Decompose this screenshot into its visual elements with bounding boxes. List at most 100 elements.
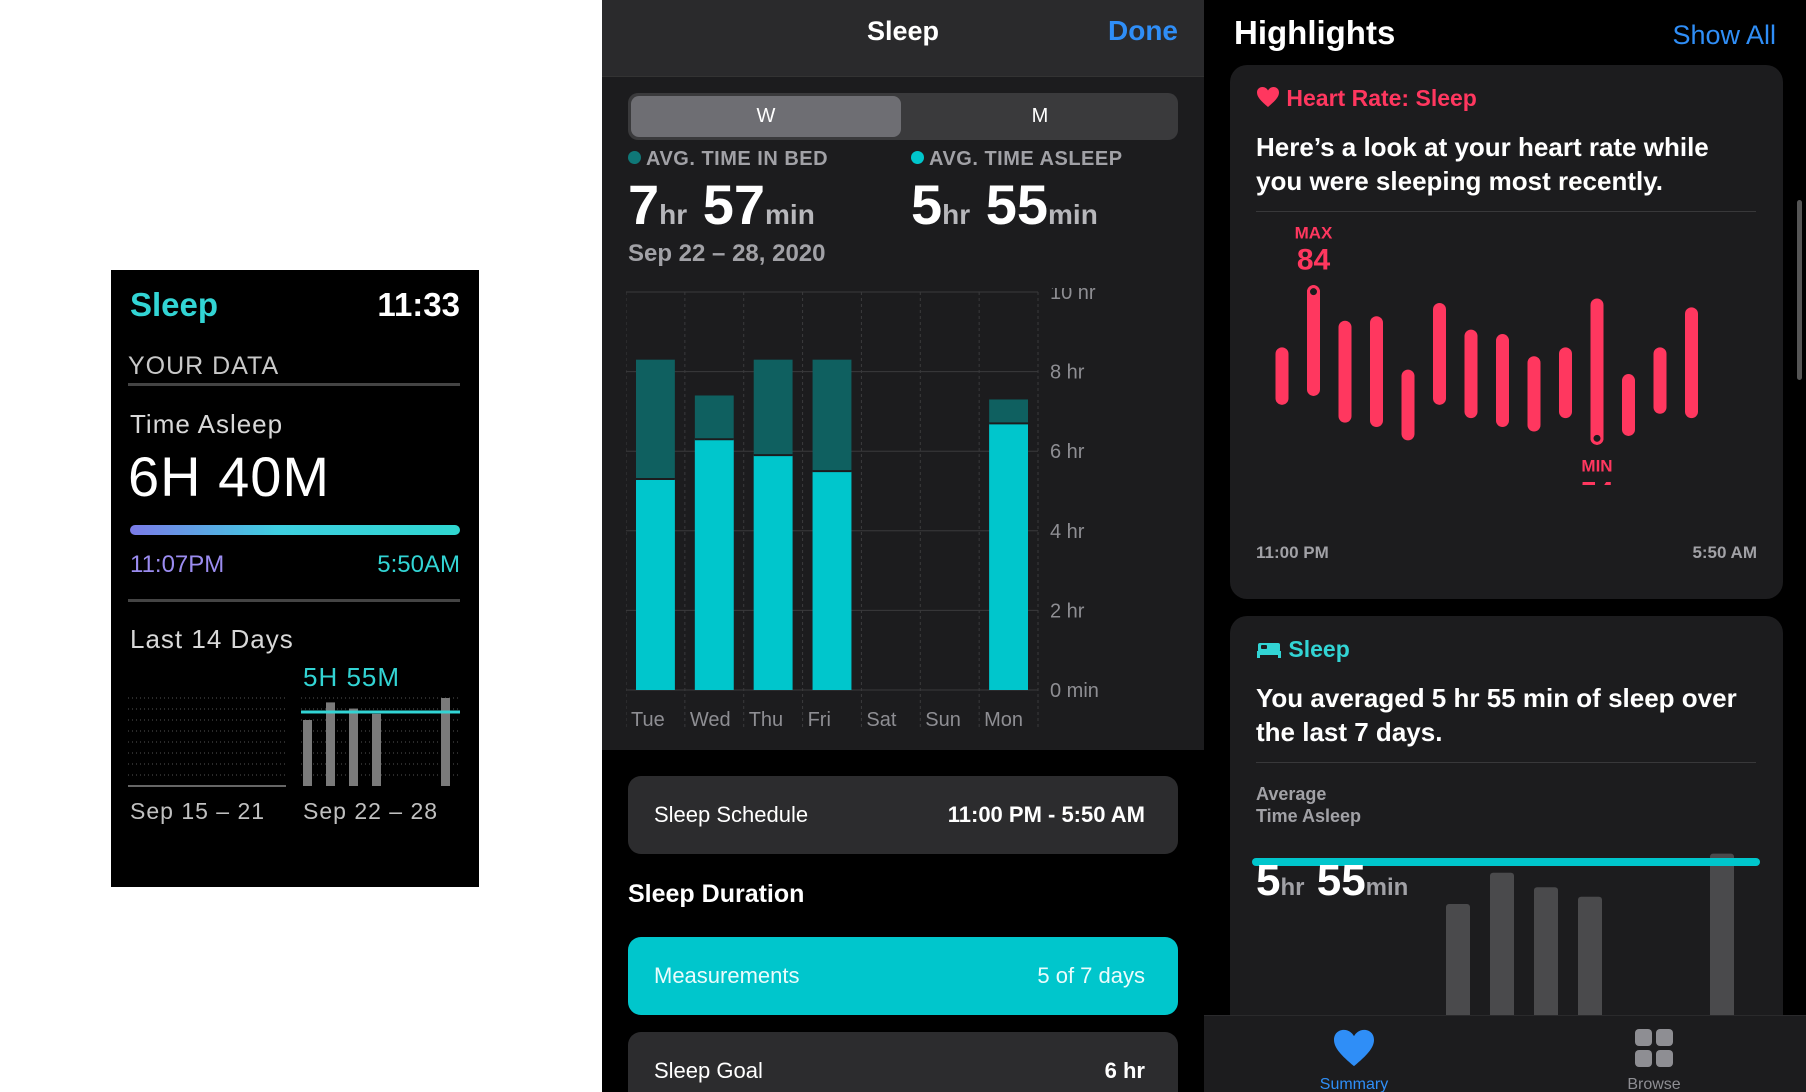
time-asleep-value: 6H 40M (128, 445, 331, 508)
measurements-row[interactable]: Measurements 5 of 7 days (628, 937, 1178, 1015)
avg-in-bed-minutes: 57 (702, 173, 766, 236)
avg-caption-line-1: Average (1256, 784, 1327, 804)
avg-hours: 5 (1256, 856, 1281, 905)
bar-time-asleep (636, 479, 675, 690)
tab-browse-label: Browse (1627, 1076, 1681, 1092)
max-value: 84 (1297, 244, 1331, 277)
tab-summary[interactable]: Summary (1284, 1016, 1424, 1092)
highlights-title: Highlights (1234, 14, 1396, 51)
y-tick-label: 4 hr (1050, 521, 1085, 543)
sleep-goal-value: 6 hr (1104, 1058, 1145, 1083)
measurements-value: 5 of 7 days (1037, 963, 1145, 988)
min-value: 54 (1580, 476, 1614, 485)
y-tick-label: 10 hr (1050, 288, 1096, 304)
avg-minutes: 55 (1316, 856, 1366, 905)
weekly-sleep-chart[interactable]: 10 hr 8 hr 6 hr 4 hr 2 hr 0 min Tue Wed Thu Fri Sa… (626, 288, 1204, 733)
y-tick-label: 0 min (1050, 680, 1099, 702)
heart-icon (1257, 87, 1279, 107)
unit-hr: hr (1280, 874, 1305, 901)
show-all-link[interactable]: Show All (1672, 20, 1776, 50)
segment-week[interactable]: W (631, 96, 901, 137)
last-14-days-label: Last 14 Days (130, 624, 294, 654)
watch-bar (441, 698, 450, 786)
segment-month[interactable]: M (1031, 105, 1049, 127)
chart-start-time: 11:00 PM (1256, 543, 1329, 562)
avg-asleep-minutes: 55 (985, 173, 1049, 236)
sleep-schedule-label: Sleep Schedule (654, 802, 809, 827)
week-label-2: Sep 22 – 28 (303, 798, 439, 824)
sleep-bar (1490, 872, 1514, 1036)
date-range: Sep 22 – 28, 2020 (628, 240, 826, 267)
sleep-bar (1578, 896, 1602, 1036)
sleep-tag: Sleep (1256, 636, 1350, 663)
sleep-start-time: 11:07PM (130, 551, 225, 578)
avg-asleep-label: AVG. TIME ASLEEP (929, 148, 1123, 170)
avg-in-bed-label: AVG. TIME IN BED (646, 148, 829, 170)
bar-time-asleep (812, 471, 852, 690)
done-button[interactable]: Done (1108, 15, 1178, 46)
sleep-bar (1446, 904, 1470, 1036)
sleep-detail-panel: Sleep Done W M AVG. TIME IN BED 7hr 57mi… (602, 0, 1204, 1092)
watch-bar (303, 720, 312, 786)
unit-min: min (765, 199, 815, 230)
avg-caption-line-2: Time Asleep (1256, 806, 1362, 826)
bar-time-asleep (753, 455, 793, 690)
bed-icon (1257, 643, 1281, 658)
max-marker (1307, 285, 1320, 299)
x-tick-label: Tue (631, 709, 665, 731)
heart-icon (1334, 1029, 1374, 1067)
heart-rate-card[interactable]: Heart Rate: Sleep Here’s a look at your … (1230, 65, 1783, 599)
divider (1256, 211, 1756, 212)
x-tick-label: Wed (690, 709, 731, 731)
x-tick-label: Sun (925, 709, 961, 731)
avg-time-asleep: AVG. TIME ASLEEP 5hr 55min (911, 148, 1123, 243)
sleep-schedule-row[interactable]: Sleep Schedule 11:00 PM - 5:50 AM (628, 776, 1178, 854)
x-tick-label: Fri (808, 709, 831, 731)
unit-min: min (1048, 199, 1098, 230)
watch-bar (326, 702, 335, 786)
highlights-panel: Highlights Show All Heart Rate: Sleep He… (1204, 0, 1806, 1092)
sleep-goal-row[interactable]: Sleep Goal 6 hr (628, 1032, 1178, 1092)
sleep-average-value: 5hr 55min (1256, 856, 1408, 906)
measurements-label: Measurements (654, 963, 800, 988)
sleep-bar (1710, 853, 1734, 1036)
grid-icon (1635, 1029, 1673, 1067)
watch-bar (372, 713, 381, 786)
watch-clock: 11:33 (377, 286, 460, 323)
min-label: MIN (1581, 456, 1612, 475)
asleep-legend-dot (911, 151, 924, 164)
sleep-duration-heading: Sleep Duration (628, 880, 805, 908)
divider (128, 383, 460, 386)
average-sleep-value: 5H 55M (303, 662, 401, 692)
last-14-days-chart (128, 697, 460, 787)
watch-section-title: YOUR DATA (128, 352, 280, 380)
y-tick-label: 6 hr (1050, 441, 1085, 463)
scrollbar[interactable] (1797, 200, 1802, 380)
unit-hr: hr (942, 199, 971, 230)
x-tick-label: Sat (866, 709, 896, 731)
y-tick-label: 2 hr (1050, 600, 1085, 622)
nav-title: Sleep (866, 16, 940, 46)
sleep-tag-label: Sleep (1288, 636, 1350, 662)
unit-min: min (1365, 874, 1409, 901)
y-tick-label: 8 hr (1050, 362, 1085, 384)
x-tick-label: Mon (984, 709, 1023, 731)
apple-watch-screen: Sleep 11:33 YOUR DATA Time Asleep 6H 40M… (111, 270, 479, 887)
min-marker (1590, 431, 1604, 445)
nav-bar: Sleep Done (602, 0, 1204, 77)
sleep-average-chart (1252, 853, 1760, 1036)
avg-asleep-hours: 5 (911, 173, 943, 236)
max-label: MAX (1295, 225, 1333, 243)
period-segmented-control[interactable]: W M (628, 93, 1178, 140)
tab-bar: Summary Browse (1204, 1015, 1806, 1092)
sleep-end-time: 5:50AM (377, 551, 460, 578)
divider (128, 599, 460, 602)
in-bed-legend-dot (628, 151, 641, 164)
sleep-goal-label: Sleep Goal (654, 1058, 763, 1083)
average-time-asleep-caption: Average Time Asleep (1256, 783, 1361, 827)
sleep-highlight-card[interactable]: Sleep You averaged 5 hr 55 min of sleep … (1230, 616, 1783, 1036)
watch-bar (349, 708, 358, 786)
heart-rate-tag-label: Heart Rate: Sleep (1286, 85, 1477, 111)
tab-browse[interactable]: Browse (1584, 1016, 1724, 1092)
